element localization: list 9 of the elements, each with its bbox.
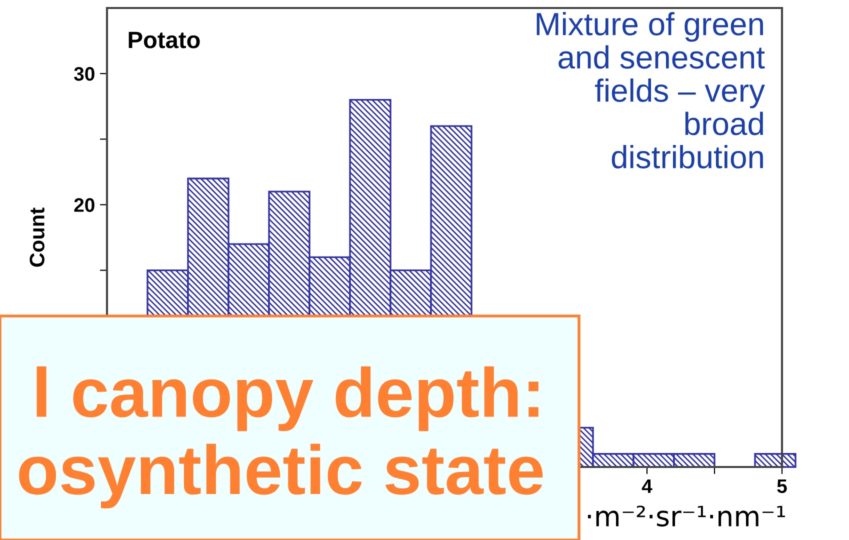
text: Potato <box>128 32 200 48</box>
y-axis-title: Count <box>30 208 44 267</box>
y-tick-label: 20 <box>74 198 94 212</box>
x-axis-title: ·m⁻²·sr⁻¹·nm⁻¹ <box>588 506 785 527</box>
y-tick-label: 30 <box>74 67 94 81</box>
annotation: l canopy depth: osynthetic state <box>19 366 543 508</box>
annotation: Mixture of green and senescent fields – very broad distribution <box>536 12 765 168</box>
x-tick-label: 5 <box>777 480 787 494</box>
x-tick-label: 4 <box>642 480 652 493</box>
